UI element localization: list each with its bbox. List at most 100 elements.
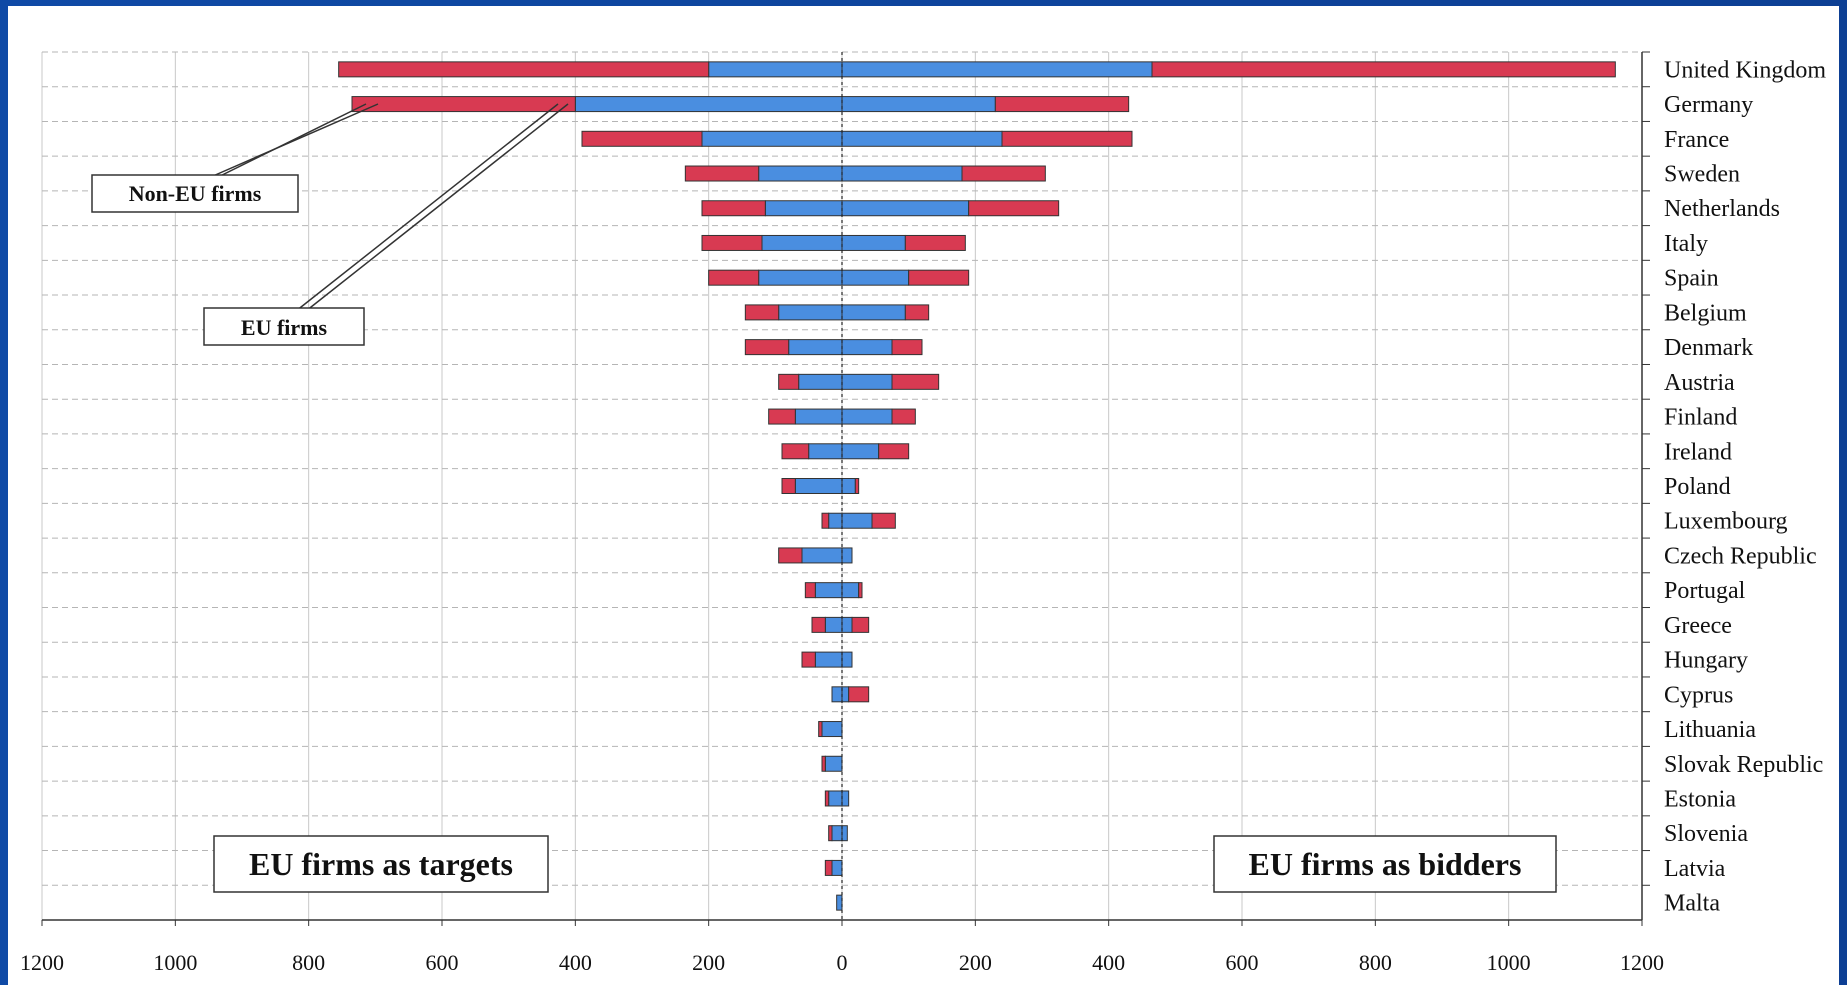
bar-target-eu [824,755,843,772]
country-label: Cyprus [1664,682,1733,708]
bar-target-non-eu [828,825,833,842]
bar-bidder-eu [841,234,906,251]
country-label: Sweden [1664,162,1740,188]
bar-bidder-eu [841,165,963,182]
bar-bidder-eu [841,651,853,668]
bar-target-eu [836,894,843,911]
callout-eu-label: EU firms [241,315,328,340]
bar-bidder-non-eu [854,478,860,494]
axes [41,51,1650,926]
bar-bidder-non-eu [891,408,916,425]
country-label: Latvia [1664,856,1726,882]
bar-target-eu [814,651,843,668]
x-tick-label: 600 [426,950,459,975]
panel-label-bidders: EU firms as bidders [1213,835,1557,893]
country-label: Denmark [1664,335,1753,361]
bar-target-eu [701,130,843,147]
bar-bidder-eu [841,304,906,321]
bar-target-non-eu [701,234,763,251]
panel-label-targets: EU firms as targets [213,835,549,893]
bar-bidder-non-eu [961,165,1046,182]
x-tick-label: 200 [692,950,725,975]
bar-target-eu [794,478,843,494]
panel-label-bidders-text: EU firms as bidders [1249,846,1522,882]
bar-bidder-non-eu [1151,61,1616,78]
bar-target-non-eu [351,96,576,113]
callout-non-eu: Non-EU firms [91,103,379,213]
x-tick-label: 800 [292,950,325,975]
bar-target-non-eu [818,721,823,738]
bar-target-non-eu [708,269,760,286]
bar-bidder-non-eu [908,269,970,286]
bar-target-eu [831,859,843,876]
bar-target-non-eu [581,130,703,147]
bar-target-non-eu [804,582,816,599]
bar-target-eu [824,616,843,633]
bar-bidder-eu [841,686,850,703]
bar-bidder-eu [841,130,1003,147]
country-label: Ireland [1664,439,1732,465]
x-tick-label: 400 [559,950,592,975]
x-tick-label: 400 [1092,950,1125,975]
country-label: Italy [1664,231,1708,257]
country-label: Czech Republic [1664,543,1817,569]
bar-target-eu [821,721,843,738]
bar-bidder-eu [841,96,996,113]
bars [338,61,1616,911]
bar-bidder-eu [841,373,893,390]
callout-non-eu-label: Non-EU firms [129,181,262,206]
bar-target-non-eu [781,478,796,494]
bar-bidder-non-eu [851,616,870,633]
country-label: Slovenia [1664,821,1748,847]
bar-target-non-eu [338,61,710,78]
bar-target-eu [828,512,843,529]
bar-bidder-non-eu [994,96,1130,113]
bar-target-non-eu [744,339,790,356]
bar-target-eu [808,443,843,460]
bar-target-non-eu [821,512,830,529]
country-label: Belgium [1664,300,1747,326]
bar-target-eu [801,547,843,564]
x-tick-label: 600 [1226,950,1259,975]
callout-eu: EU firms [203,103,569,346]
bar-target-non-eu [744,304,780,321]
bar-target-eu [758,165,843,182]
country-label: France [1664,127,1729,153]
x-tick-label: 800 [1359,950,1392,975]
bar-target-eu [794,408,843,425]
x-tick-label: 1000 [153,950,197,975]
bar-target-eu [831,825,843,842]
chart-frame: United Kingdom Germany France Sweden Netherl… [8,6,1839,985]
country-label: Austria [1664,370,1735,396]
bar-target-non-eu [824,790,830,807]
bar-bidder-eu [841,547,853,564]
bar-bidder-non-eu [891,373,940,390]
bar-target-non-eu [768,408,796,425]
country-label: Hungary [1664,648,1748,674]
bar-target-non-eu [824,859,833,876]
panel-label-targets-text: EU firms as targets [249,846,513,882]
bar-target-non-eu [684,165,760,182]
bar-bidder-eu [841,825,848,842]
country-label: Malta [1664,891,1720,917]
bar-bidder-non-eu [891,339,923,356]
bar-bidder-eu [841,512,873,529]
bar-bidder-eu [841,339,893,356]
bar-target-eu [708,61,843,78]
x-tick-label: 1200 [1620,950,1664,975]
bar-bidder-non-eu [968,200,1060,217]
bar-target-eu [814,582,843,599]
country-label: United Kingdom [1664,57,1826,83]
bar-target-non-eu [801,651,816,668]
country-label: Greece [1664,613,1732,639]
bar-bidder-eu [841,616,853,633]
bar-target-eu [788,339,843,356]
bar-target-non-eu [778,547,803,564]
bar-bidder-eu [841,269,910,286]
country-labels: United Kingdom Germany France Sweden Netherl… [1664,57,1826,916]
bar-bidder-eu [841,443,880,460]
x-tick-label: 1200 [20,950,64,975]
bar-target-non-eu [778,373,800,390]
bar-bidder-non-eu [848,686,870,703]
bar-target-eu [778,304,843,321]
